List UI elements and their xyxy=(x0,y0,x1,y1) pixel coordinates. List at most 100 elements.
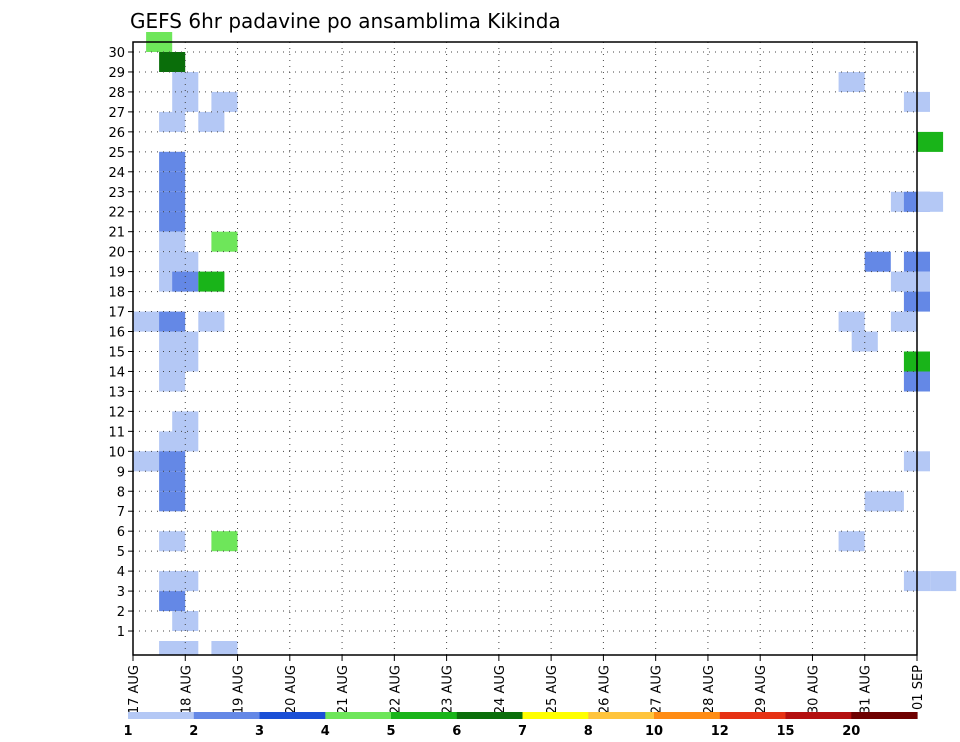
heatmap-cell xyxy=(211,231,238,252)
y-tick-label: 4 xyxy=(117,565,125,580)
heatmap-cell xyxy=(172,251,199,272)
legend-label: 12 xyxy=(711,724,729,739)
y-tick-label: 3 xyxy=(117,585,125,600)
heatmap-cell xyxy=(172,411,199,432)
legend-swatch xyxy=(259,712,326,719)
x-tick-label: 28 AUG xyxy=(702,665,717,714)
y-tick-label: 15 xyxy=(108,345,125,360)
heatmap-cell xyxy=(172,72,199,92)
heatmap-cell xyxy=(159,591,186,612)
x-tick-label: 22 AUG xyxy=(388,665,403,714)
heatmap-cell xyxy=(890,311,917,332)
legend-swatch xyxy=(785,712,852,719)
heatmap-cell xyxy=(917,191,944,212)
y-tick-label: 7 xyxy=(117,505,125,520)
legend-label: 3 xyxy=(255,724,264,739)
heatmap-cell xyxy=(198,311,225,332)
heatmap-cell xyxy=(172,571,199,592)
legend-label: 8 xyxy=(584,724,593,739)
y-tick-label: 27 xyxy=(108,106,125,121)
heatmap-cell xyxy=(159,231,186,252)
x-tick-label: 01 SEP xyxy=(911,665,926,710)
heatmap-cell xyxy=(172,351,199,372)
heatmap-cell xyxy=(159,211,186,232)
heatmap-cell xyxy=(198,111,225,132)
y-tick-label: 12 xyxy=(108,405,125,420)
heatmap-cell xyxy=(172,331,199,352)
y-axis: 1234567891011121314151617181920212223242… xyxy=(108,46,133,640)
heatmap-cell xyxy=(877,491,904,512)
heatmap-cell xyxy=(864,251,891,272)
x-tick-label: 27 AUG xyxy=(650,665,665,714)
heatmap-cell xyxy=(159,491,186,512)
chart-title: GEFS 6hr padavine po ansamblima Kikinda xyxy=(130,9,561,33)
legend-label: 15 xyxy=(776,724,794,739)
legend-swatch xyxy=(851,712,918,719)
legend-swatch xyxy=(456,712,524,719)
heatmap-cell xyxy=(159,451,186,472)
x-tick-label: 26 AUG xyxy=(597,665,612,714)
legend-swatch xyxy=(391,712,458,719)
plot-frame xyxy=(132,41,918,656)
heatmap-cell xyxy=(917,131,944,152)
y-tick-label: 13 xyxy=(108,385,125,400)
legend-label: 5 xyxy=(386,724,395,739)
heatmap-cell xyxy=(159,171,186,192)
y-tick-label: 17 xyxy=(108,306,125,321)
heatmap-cell xyxy=(159,311,186,332)
heatmap-cell xyxy=(159,191,186,212)
y-tick-label: 10 xyxy=(108,445,125,460)
y-tick-label: 14 xyxy=(108,365,125,380)
y-tick-label: 8 xyxy=(117,485,125,500)
y-tick-label: 23 xyxy=(108,186,125,201)
heatmap-cell xyxy=(172,611,199,631)
y-tick-label: 1 xyxy=(117,625,125,640)
heatmap-cell xyxy=(172,271,199,292)
grid-lines xyxy=(133,42,917,655)
y-tick-label: 20 xyxy=(108,246,125,261)
y-tick-label: 25 xyxy=(108,146,125,161)
heatmap-cell xyxy=(211,641,238,655)
legend-label: 20 xyxy=(842,724,860,739)
heatmap-cells xyxy=(133,32,957,655)
x-tick-label: 19 AUG xyxy=(232,665,247,714)
legend-swatch xyxy=(588,712,655,719)
heatmap-cell xyxy=(211,531,238,552)
legend-label: 2 xyxy=(189,724,198,739)
heatmap-cell xyxy=(159,151,186,172)
y-tick-label: 2 xyxy=(117,605,125,620)
y-tick-label: 5 xyxy=(117,545,125,560)
legend-swatch xyxy=(128,712,195,719)
y-tick-label: 19 xyxy=(108,266,125,281)
y-tick-label: 26 xyxy=(108,126,125,141)
legend-label: 7 xyxy=(518,724,527,739)
heatmap-cell xyxy=(159,371,186,392)
x-tick-label: 18 AUG xyxy=(179,665,194,714)
x-tick-label: 24 AUG xyxy=(493,665,508,714)
heatmap-cell xyxy=(851,331,878,352)
x-tick-label: 17 AUG xyxy=(127,665,142,714)
y-tick-label: 30 xyxy=(108,46,125,61)
heatmap-cell xyxy=(198,271,225,292)
heatmap-cell xyxy=(211,91,238,112)
heatmap-cell xyxy=(172,431,199,452)
legend-swatch xyxy=(654,712,721,719)
y-tick-label: 29 xyxy=(108,66,125,81)
y-tick-label: 16 xyxy=(108,326,125,341)
y-tick-label: 28 xyxy=(108,86,125,101)
heatmap-cell xyxy=(172,91,199,112)
heatmap-cell xyxy=(159,52,186,72)
x-tick-label: 20 AUG xyxy=(284,665,299,714)
x-tick-label: 29 AUG xyxy=(754,665,769,714)
heatmap-cell xyxy=(159,471,186,492)
x-tick-label: 23 AUG xyxy=(441,665,456,714)
legend-swatch xyxy=(193,712,261,719)
y-tick-label: 6 xyxy=(117,525,125,540)
y-tick-label: 21 xyxy=(108,226,125,241)
legend-label: 6 xyxy=(452,724,461,739)
legend-swatch xyxy=(325,712,392,719)
heatmap-cell xyxy=(838,72,865,92)
legend-label: 10 xyxy=(645,724,663,739)
x-tick-label: 25 AUG xyxy=(545,665,560,714)
